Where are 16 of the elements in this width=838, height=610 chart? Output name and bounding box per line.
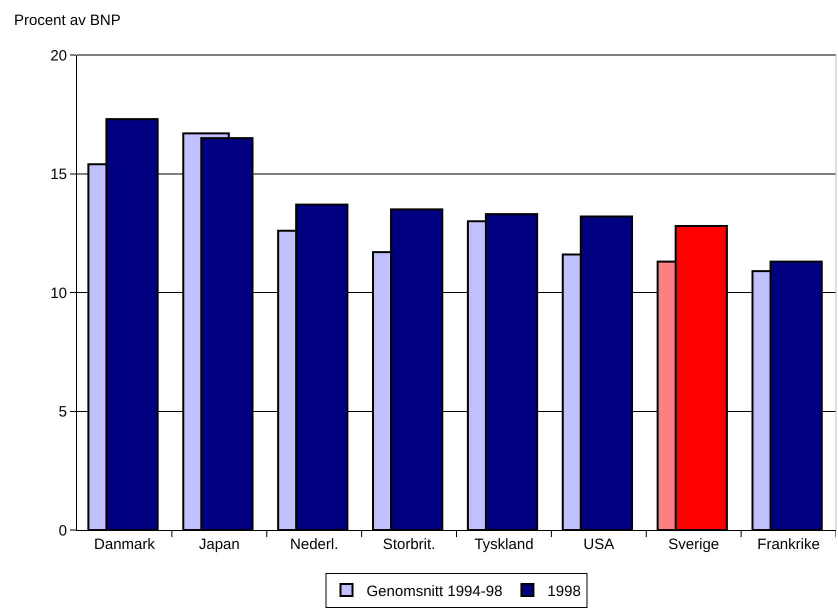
y-tick-label: 5	[58, 404, 67, 420]
y-axis-title: Procent av BNP	[14, 12, 121, 29]
legend-label: Genomsnitt 1994-98	[366, 582, 502, 600]
y-tick-label: 15	[50, 166, 67, 183]
x-tick-label: Tyskland	[474, 536, 534, 553]
x-tick-label: USA	[583, 536, 614, 553]
y-tick-label: 10	[50, 284, 67, 302]
x-tick-label: Sverige	[668, 536, 720, 553]
y-tick-label: 20	[50, 47, 67, 64]
x-tick-label: Storbrit.	[382, 536, 436, 553]
x-tick-label: Nederl.	[290, 536, 338, 553]
x-tick-label: Frankrike	[757, 536, 820, 553]
x-tick-label: Danmark	[94, 536, 156, 553]
y-tick-label: 0	[58, 522, 67, 540]
legend-label: 1998	[547, 582, 581, 600]
x-tick-label: Japan	[198, 536, 240, 553]
